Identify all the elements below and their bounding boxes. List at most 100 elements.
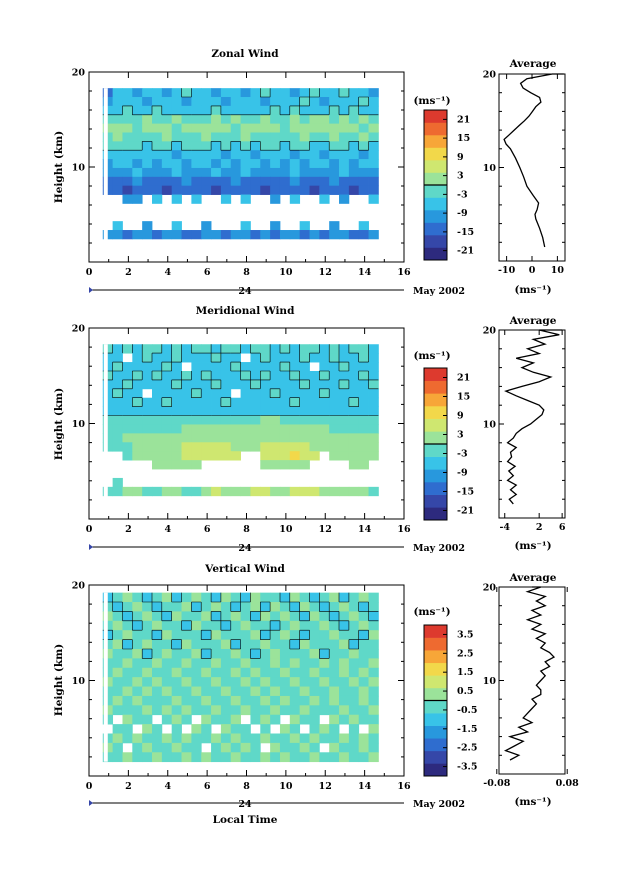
heatmap-cell — [240, 602, 251, 612]
heatmap-cell — [358, 185, 369, 195]
heatmap-cell — [142, 185, 153, 195]
heatmap-cell — [191, 611, 202, 622]
heatmap-cell — [358, 658, 369, 669]
heatmap-cell — [230, 132, 241, 142]
heatmap-cell — [171, 221, 182, 231]
heatmap-cell — [250, 97, 261, 107]
heatmap-cell — [299, 442, 310, 452]
heatmap-cell — [319, 677, 330, 687]
heatmap-cell — [260, 159, 271, 169]
heatmap-cell — [289, 658, 301, 669]
heatmap-cell — [220, 592, 232, 603]
zonal-wind-colorbar: 21 15 9 3 -3 -9 -15 -21 — [423, 109, 474, 261]
heatmap-cell — [152, 602, 163, 612]
heatmap-cell — [142, 176, 153, 187]
heatmap-cell — [152, 695, 163, 706]
colorbar-tick-label: 2.5 — [457, 648, 474, 659]
heatmap-cell — [358, 442, 369, 452]
colorbar-segment — [424, 197, 447, 211]
heatmap-cell — [142, 705, 153, 716]
heatmap-cell — [309, 159, 320, 169]
heatmap-cell — [112, 486, 123, 497]
heatmap-cell — [299, 602, 310, 612]
heatmap-cell — [319, 397, 330, 408]
heatmap-cell — [270, 176, 281, 187]
heatmap-cell — [289, 451, 301, 461]
heatmap-cell — [171, 611, 182, 622]
heatmap-cell — [348, 658, 360, 669]
heatmap-cell — [201, 705, 212, 716]
heatmap-cell — [211, 451, 222, 461]
heatmap-cell — [142, 648, 153, 659]
heatmap-cell — [142, 424, 153, 434]
heatmap-cell — [181, 353, 192, 363]
heatmap-cell — [299, 167, 310, 178]
heatmap-cell — [348, 742, 360, 753]
heatmap-cell — [348, 695, 360, 706]
heatmap-cell — [102, 442, 114, 452]
heatmap-cell — [230, 733, 241, 744]
heatmap-cell — [220, 677, 232, 687]
heatmap-cell — [191, 752, 202, 763]
heatmap-cell — [329, 185, 340, 195]
heatmap-cell — [132, 752, 143, 763]
average-frame — [498, 586, 566, 775]
heatmap-cell — [161, 132, 173, 142]
heatmap-cell — [348, 88, 360, 98]
heatmap-cell — [220, 415, 232, 425]
heatmap-cell — [279, 141, 291, 151]
heatmap-cell — [319, 362, 330, 372]
heatmap-cell — [161, 742, 173, 753]
heatmap-cell — [201, 397, 212, 408]
heatmap-cell — [191, 620, 202, 631]
heatmap-cell — [329, 686, 340, 697]
average-profile-line — [504, 329, 563, 505]
heatmap-cell — [348, 752, 360, 763]
heatmap-cell — [299, 353, 310, 363]
heatmap-cell — [220, 620, 232, 631]
heatmap-cell — [329, 388, 340, 399]
heatmap-cell — [348, 677, 360, 687]
heatmap-cell — [201, 630, 212, 640]
meridional-wind-date-arrow — [89, 544, 93, 550]
meridional-wind-date-label: May 2002 — [413, 543, 465, 554]
heatmap-cell — [329, 695, 340, 706]
heatmap-cell — [211, 686, 222, 697]
colorbar-tick-label: -1.5 — [457, 724, 477, 735]
heatmap-cell — [339, 424, 350, 434]
heatmap-cell — [211, 630, 222, 640]
heatmap-cell — [329, 176, 340, 187]
heatmap-cell — [132, 379, 143, 390]
heatmap-cell — [230, 592, 241, 603]
heatmap-cell — [220, 724, 232, 734]
heatmap-cell — [122, 602, 133, 612]
heatmap-cell — [132, 88, 143, 98]
average-y-tick-label: 20 — [483, 583, 497, 594]
heatmap-cell — [250, 362, 261, 372]
heatmap-cell — [309, 353, 320, 363]
heatmap-cell — [279, 705, 291, 716]
heatmap-cell — [181, 185, 192, 195]
heatmap-cell — [368, 742, 379, 753]
heatmap-cell — [270, 733, 281, 744]
heatmap-cell — [270, 677, 281, 687]
heatmap-cell — [171, 114, 182, 125]
x-tick-label: 12 — [319, 524, 332, 535]
heatmap-cell — [152, 486, 163, 497]
heatmap-cell — [142, 677, 153, 687]
heatmap-cell — [358, 677, 369, 687]
heatmap-cell — [339, 370, 350, 381]
heatmap-cell — [191, 433, 202, 443]
heatmap-cell — [112, 695, 123, 706]
heatmap-cell — [348, 602, 360, 612]
heatmap-cell — [260, 630, 271, 640]
heatmap-cell — [250, 105, 261, 116]
heatmap-contour — [102, 344, 379, 416]
heatmap-cell — [270, 442, 281, 452]
heatmap-cell — [240, 486, 251, 497]
heatmap-cell — [250, 424, 261, 434]
heatmap-cell — [240, 620, 251, 631]
heatmap-cell — [279, 159, 291, 169]
heatmap-cell — [299, 176, 310, 187]
heatmap-cell — [348, 433, 360, 443]
